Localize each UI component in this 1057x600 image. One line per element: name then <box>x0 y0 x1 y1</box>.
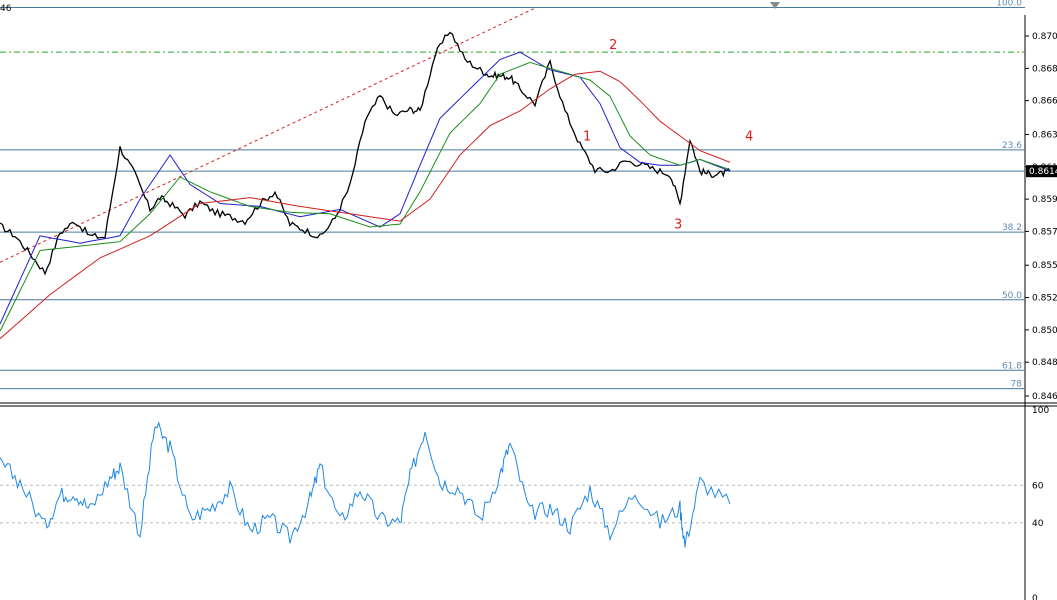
wave-label: 1 <box>583 129 591 144</box>
fib-level-label: 38.2 <box>1002 223 1022 233</box>
rsi-tick-label: 0 <box>1032 594 1038 600</box>
price-line <box>0 31 731 276</box>
rsi-tick-label: 40 <box>1032 519 1044 529</box>
ma-green-moving-average <box>0 61 731 332</box>
price-tick-label: 0.8684 <box>1032 64 1057 74</box>
current-price-box <box>1026 165 1057 178</box>
red-dashed-trendline <box>0 7 536 263</box>
price-tick-label: 0.8662 <box>1032 97 1057 107</box>
chart-series <box>0 31 731 340</box>
price-tick-label: 0.8484 <box>1032 358 1057 368</box>
price-tick-label: 0.8595 <box>1032 195 1057 205</box>
symbol-caption: 46 <box>0 4 12 14</box>
price-tick-label: 0.8506 <box>1032 326 1057 336</box>
wave-labels: 1 2 3 4 <box>583 38 753 232</box>
fibonacci-levels: 100.0 23.6 38.2 50.0 61.8 78 <box>0 0 1025 390</box>
price-tick-label: 0.8461 <box>1032 392 1057 402</box>
rsi-panel: 100 60 40 0 <box>0 406 1049 600</box>
fib-level-label: 23.6 <box>1002 141 1022 151</box>
ma-blue-moving-average <box>0 51 731 325</box>
wave-label: 2 <box>609 38 617 53</box>
price-tick-label: 0.8528 <box>1032 294 1057 304</box>
ma-red-moving-average <box>0 70 731 340</box>
rsi-tick-label: 100 <box>1032 406 1049 416</box>
price-axis: 0.87060.86840.86620.86390.86170.85950.85… <box>1025 32 1057 402</box>
shift-chart-arrow-icon[interactable] <box>770 2 780 9</box>
fib-level-label: 61.8 <box>1002 361 1022 371</box>
wave-label: 3 <box>674 217 682 232</box>
trendline[interactable] <box>0 7 536 263</box>
price-tick-label: 0.8573 <box>1032 227 1057 237</box>
fib-level-label: 78 <box>1011 380 1023 390</box>
wave-label: 4 <box>745 129 753 144</box>
price-tick-label: 0.8639 <box>1032 130 1057 140</box>
rsi-line <box>0 421 731 548</box>
rsi-tick-label: 60 <box>1032 481 1044 491</box>
fib-level-label: 100.0 <box>996 0 1022 8</box>
current-price-label: 0.8614 <box>1029 167 1057 177</box>
reference-lines <box>0 51 1025 172</box>
fib-level-label: 50.0 <box>1002 291 1022 301</box>
price-tick-label: 0.8706 <box>1032 32 1057 42</box>
